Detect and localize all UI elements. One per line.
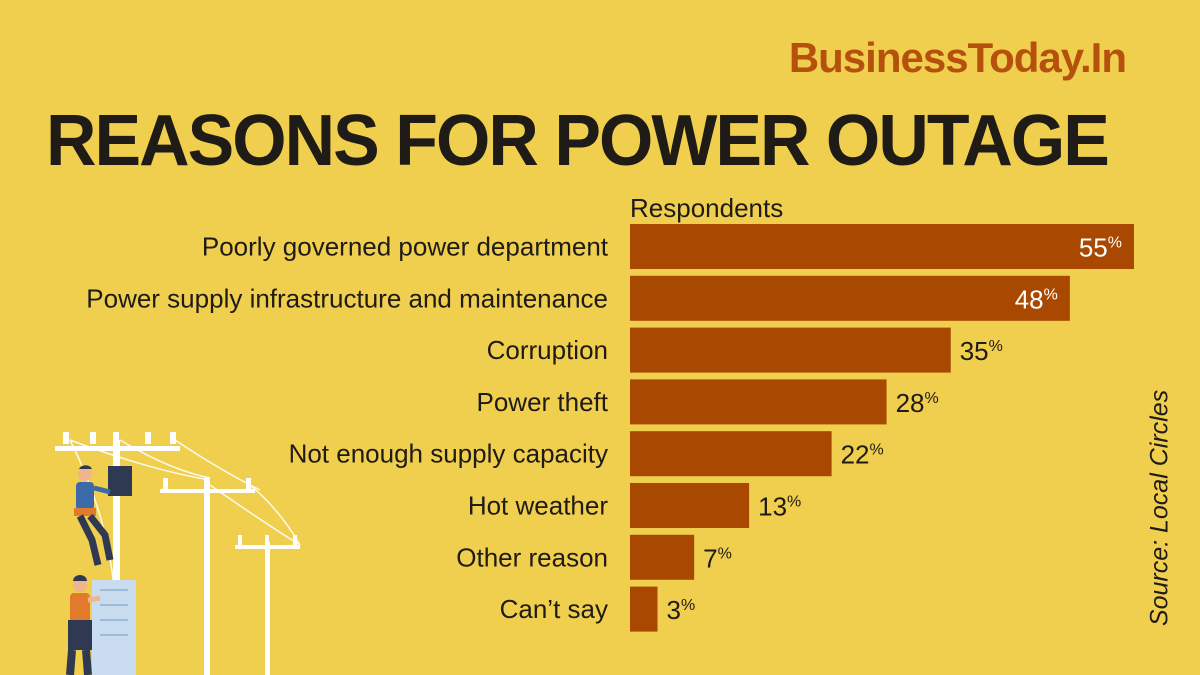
legend-label: Respondents [630,193,784,223]
value-label: 55% [1079,233,1122,263]
value-label: 13% [758,492,801,522]
value-label: 28% [896,388,939,418]
value-label: 48% [1015,284,1058,314]
value-label: 7% [703,543,732,573]
category-label: Not enough supply capacity [289,439,608,469]
value-label: 22% [841,440,884,470]
value-label: 35% [960,336,1003,366]
category-label: Other reason [456,542,608,572]
value-label: 3% [666,595,695,625]
electricians-on-power-poles-icon [55,432,301,675]
category-label: Power supply infrastructure and maintena… [86,283,608,313]
bar-2 [630,327,951,373]
category-label: Poorly governed power department [202,232,609,262]
bar-5 [630,483,750,528]
page-title: REASONS FOR POWER OUTAGE [46,101,1110,181]
category-label: Can’t say [500,594,608,624]
bar-6 [630,534,695,580]
brand-logo: BusinessToday.In [788,34,1127,81]
category-label: Corruption [487,335,608,365]
bar-0 [630,224,1134,269]
bar-1 [630,275,1070,321]
category-label: Hot weather [468,491,609,521]
bar-3 [630,379,887,425]
bar-7 [630,586,658,632]
category-label: Power theft [476,387,608,417]
bar-4 [630,431,832,477]
